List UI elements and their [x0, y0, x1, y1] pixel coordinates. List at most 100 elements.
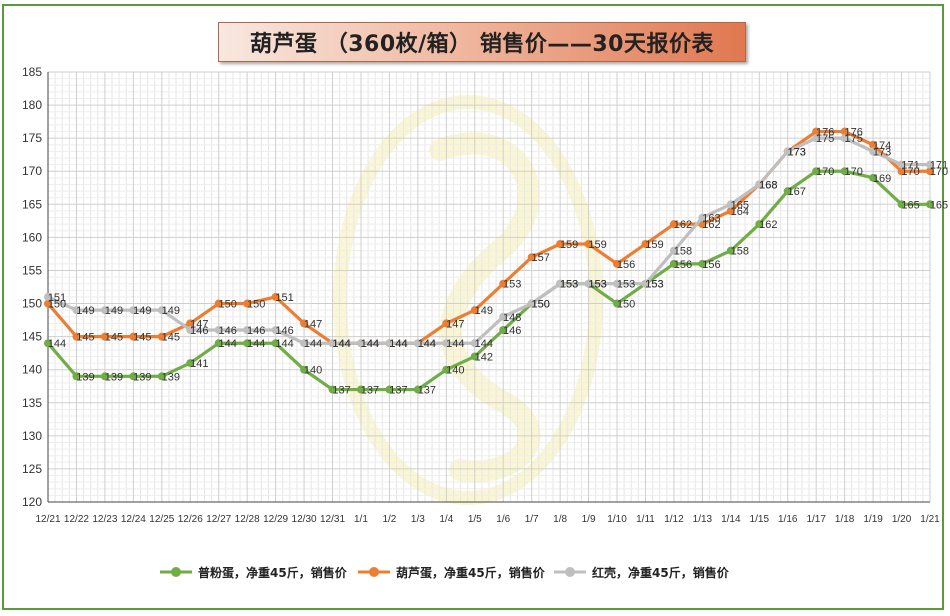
data-label: 139 — [133, 371, 151, 383]
data-point — [527, 299, 536, 308]
data-point — [669, 259, 678, 268]
data-point — [72, 372, 81, 381]
data-label: 168 — [759, 179, 777, 191]
data-label: 158 — [731, 246, 749, 258]
data-label: 170 — [930, 166, 948, 178]
data-label: 159 — [645, 239, 663, 251]
data-label: 153 — [560, 279, 578, 291]
data-point — [300, 319, 309, 328]
x-tick-label: 1/13 — [693, 514, 713, 525]
data-label: 146 — [275, 325, 293, 337]
data-label: 163 — [702, 213, 720, 225]
data-point — [413, 385, 422, 394]
x-tick-label: 1/21 — [920, 514, 940, 525]
data-label: 162 — [759, 219, 777, 231]
data-label: 147 — [446, 318, 464, 330]
data-label: 158 — [674, 246, 692, 258]
x-tick-label: 1/5 — [468, 514, 482, 525]
data-point — [271, 292, 280, 301]
data-label: 137 — [361, 385, 379, 397]
watermark-swirl — [429, 132, 541, 483]
data-label: 173 — [788, 146, 806, 158]
data-label: 142 — [475, 351, 493, 363]
y-tick-label: 180 — [22, 98, 42, 112]
data-label: 144 — [475, 338, 493, 350]
data-label: 147 — [304, 318, 322, 330]
x-tick-label: 1/10 — [607, 514, 627, 525]
series-3 — [44, 134, 934, 348]
data-label: 148 — [503, 312, 521, 324]
y-tick-label: 140 — [22, 363, 42, 377]
data-label: 150 — [48, 299, 66, 311]
data-label: 153 — [588, 279, 606, 291]
x-tick-label: 12/22 — [64, 514, 89, 525]
chart-title: 葫芦蛋 （360枚/箱） 销售价——30天报价表 — [250, 32, 714, 57]
x-tick-label: 12/29 — [263, 514, 288, 525]
data-point — [726, 206, 735, 215]
data-point — [157, 332, 166, 341]
data-label: 153 — [560, 279, 578, 291]
y-tick-label: 175 — [22, 131, 42, 145]
data-label: 140 — [304, 365, 322, 377]
data-label: 176 — [844, 127, 862, 139]
data-label: 139 — [105, 371, 123, 383]
data-point — [584, 279, 593, 288]
x-tick-label: 1/6 — [496, 514, 510, 525]
data-point — [157, 306, 166, 315]
data-point — [926, 200, 934, 209]
data-label: 165 — [731, 199, 749, 211]
data-point — [129, 372, 138, 381]
data-label: 170 — [844, 166, 862, 178]
data-label: 146 — [219, 325, 237, 337]
data-point — [470, 306, 479, 315]
data-label: 144 — [332, 338, 350, 350]
data-label: 150 — [219, 299, 237, 311]
data-label: 144 — [446, 338, 464, 350]
data-point — [44, 292, 52, 301]
data-label: 175 — [844, 133, 862, 145]
data-point — [840, 134, 849, 143]
data-point — [869, 147, 878, 156]
data-label: 153 — [617, 279, 635, 291]
data-point — [556, 240, 565, 248]
data-label: 141 — [190, 358, 208, 370]
data-point — [812, 167, 821, 176]
data-label: 144 — [247, 338, 265, 350]
data-point — [726, 200, 735, 209]
data-label: 162 — [702, 219, 720, 231]
x-tick-label: 12/21 — [35, 514, 60, 525]
data-point — [186, 326, 195, 334]
series-line — [47, 136, 930, 345]
data-point — [300, 339, 309, 348]
data-point — [499, 326, 508, 334]
legend-marker — [565, 567, 575, 577]
x-tick-label: 1/2 — [382, 514, 396, 525]
data-label: 156 — [617, 259, 635, 271]
data-point — [129, 306, 138, 315]
data-point — [271, 339, 280, 348]
data-label: 139 — [76, 371, 94, 383]
data-label: 150 — [617, 299, 635, 311]
y-tick-label: 145 — [22, 330, 42, 344]
x-tick-label: 12/28 — [235, 514, 260, 525]
data-label: 144 — [389, 338, 407, 350]
data-label: 151 — [48, 292, 66, 304]
data-point — [356, 339, 365, 348]
data-label: 153 — [645, 279, 663, 291]
data-label: 149 — [162, 305, 180, 317]
data-point — [812, 134, 821, 143]
data-point — [328, 385, 337, 394]
data-point — [726, 246, 735, 255]
data-point — [499, 312, 508, 321]
data-point — [214, 299, 223, 308]
x-tick-label: 1/12 — [664, 514, 684, 525]
data-label: 144 — [332, 338, 350, 350]
x-tick-label: 12/26 — [178, 514, 203, 525]
data-label: 137 — [418, 385, 436, 397]
data-label: 145 — [162, 332, 180, 344]
y-tick-label: 135 — [22, 396, 42, 410]
data-point — [470, 352, 479, 361]
data-point — [840, 127, 849, 136]
data-label: 156 — [702, 259, 720, 271]
data-point — [186, 359, 195, 368]
